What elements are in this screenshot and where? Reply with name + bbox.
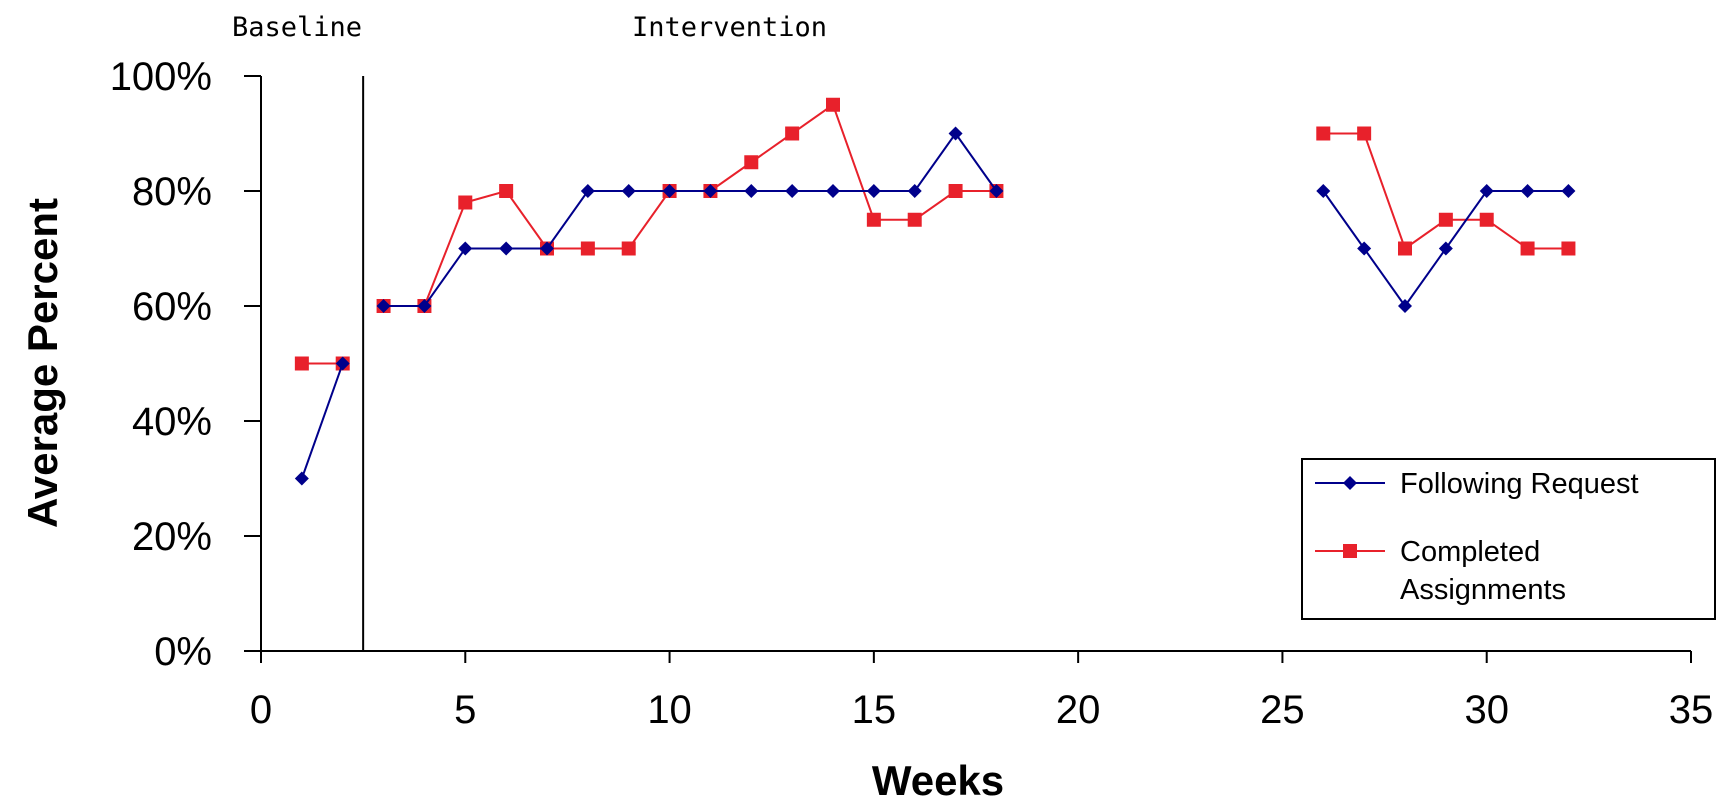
data-point-completed-assignments — [1398, 241, 1412, 256]
x-tick-label: 30 — [1464, 688, 1509, 732]
data-point-completed-assignments — [1438, 212, 1453, 227]
legend: Following Request Completed Assignments — [1301, 458, 1716, 620]
data-point-following-request — [662, 184, 677, 198]
data-point-completed-assignments — [785, 126, 800, 141]
data-point-completed-assignments — [1479, 212, 1494, 227]
y-axis-title: Average Percent — [19, 198, 66, 528]
data-point-following-request — [1398, 299, 1412, 313]
data-point-following-request — [1479, 184, 1494, 198]
data-point-following-request — [826, 184, 840, 198]
data-point-completed-assignments — [907, 212, 922, 227]
data-point-following-request — [1357, 241, 1372, 256]
x-tick-label: 25 — [1260, 688, 1305, 732]
data-point-completed-assignments — [1316, 126, 1331, 141]
legend-label-line: Assignments — [1400, 574, 1566, 606]
legend-marker-following-request — [1343, 476, 1357, 490]
phase-label-baseline: Baseline — [232, 12, 362, 43]
data-point-following-request — [580, 184, 595, 198]
data-point-completed-assignments — [458, 195, 473, 210]
series-layer — [294, 97, 1576, 486]
data-point-following-request — [1316, 184, 1331, 198]
y-tick-label: 0% — [154, 630, 212, 674]
series-following-request — [294, 126, 1576, 486]
data-point-completed-assignments — [621, 241, 636, 256]
data-point-following-request — [703, 184, 718, 198]
data-point-following-request — [376, 299, 391, 313]
series-line-following-request — [383, 131, 998, 307]
y-tick-label: 20% — [132, 515, 212, 559]
data-point-completed-assignments — [580, 241, 595, 256]
x-tick-label: 5 — [454, 688, 476, 732]
legend-label-line: Completed — [1400, 536, 1540, 568]
data-point-completed-assignments — [1561, 241, 1576, 256]
data-point-following-request — [540, 241, 554, 256]
axes — [260, 76, 1691, 652]
data-point-completed-assignments — [1357, 126, 1372, 141]
data-point-following-request — [744, 184, 759, 198]
series-line-following-request — [300, 363, 344, 479]
data-point-following-request — [458, 241, 473, 256]
x-tick-label: 15 — [852, 688, 897, 732]
data-point-completed-assignments — [948, 184, 963, 198]
y-tick-label: 60% — [132, 285, 212, 329]
x-tick-label: 0 — [250, 688, 272, 732]
legend-label-line: Following Request — [1400, 468, 1639, 500]
data-point-completed-assignments — [826, 97, 840, 112]
data-point-following-request — [621, 184, 636, 198]
phase-labels: Baseline Intervention — [232, 12, 827, 43]
y-tick-label: 40% — [132, 400, 212, 444]
data-point-completed-assignments — [1520, 241, 1535, 256]
data-point-following-request — [1438, 241, 1453, 256]
data-point-following-request — [785, 184, 800, 198]
legend-marker-completed-assignments — [1343, 544, 1357, 558]
data-point-following-request — [866, 184, 881, 198]
x-tick-label: 10 — [647, 688, 692, 732]
series-line-completed-assignments — [383, 103, 997, 307]
data-point-following-request — [907, 184, 922, 198]
data-point-following-request — [989, 184, 1004, 198]
data-point-completed-assignments — [866, 212, 881, 227]
data-point-completed-assignments — [294, 356, 309, 371]
y-tick-label: 80% — [132, 170, 212, 214]
data-point-following-request — [1561, 184, 1576, 198]
x-tick-label: 35 — [1669, 688, 1714, 732]
data-point-following-request — [499, 241, 514, 256]
series-completed-assignments — [294, 97, 1576, 371]
phase-label-intervention: Intervention — [632, 12, 827, 43]
data-point-completed-assignments — [744, 155, 759, 170]
x-axis-title: Weeks — [872, 757, 1004, 804]
legend-label-completed-assignments: Completed Assignments — [1400, 536, 1566, 606]
data-point-following-request — [294, 471, 309, 486]
legend-box — [1301, 458, 1716, 620]
x-tick-label: 20 — [1056, 688, 1101, 732]
data-point-following-request — [948, 126, 963, 141]
data-point-following-request — [417, 299, 432, 313]
data-point-following-request — [1520, 184, 1535, 198]
y-tick-label: 100% — [110, 55, 212, 99]
legend-label-following-request: Following Request — [1400, 468, 1639, 500]
ticks: 0 5 10 15 20 25 30 35 0% 20% 40% 60% 80% 100% — [110, 55, 1714, 732]
data-point-completed-assignments — [499, 184, 514, 198]
data-point-following-request — [335, 356, 350, 371]
